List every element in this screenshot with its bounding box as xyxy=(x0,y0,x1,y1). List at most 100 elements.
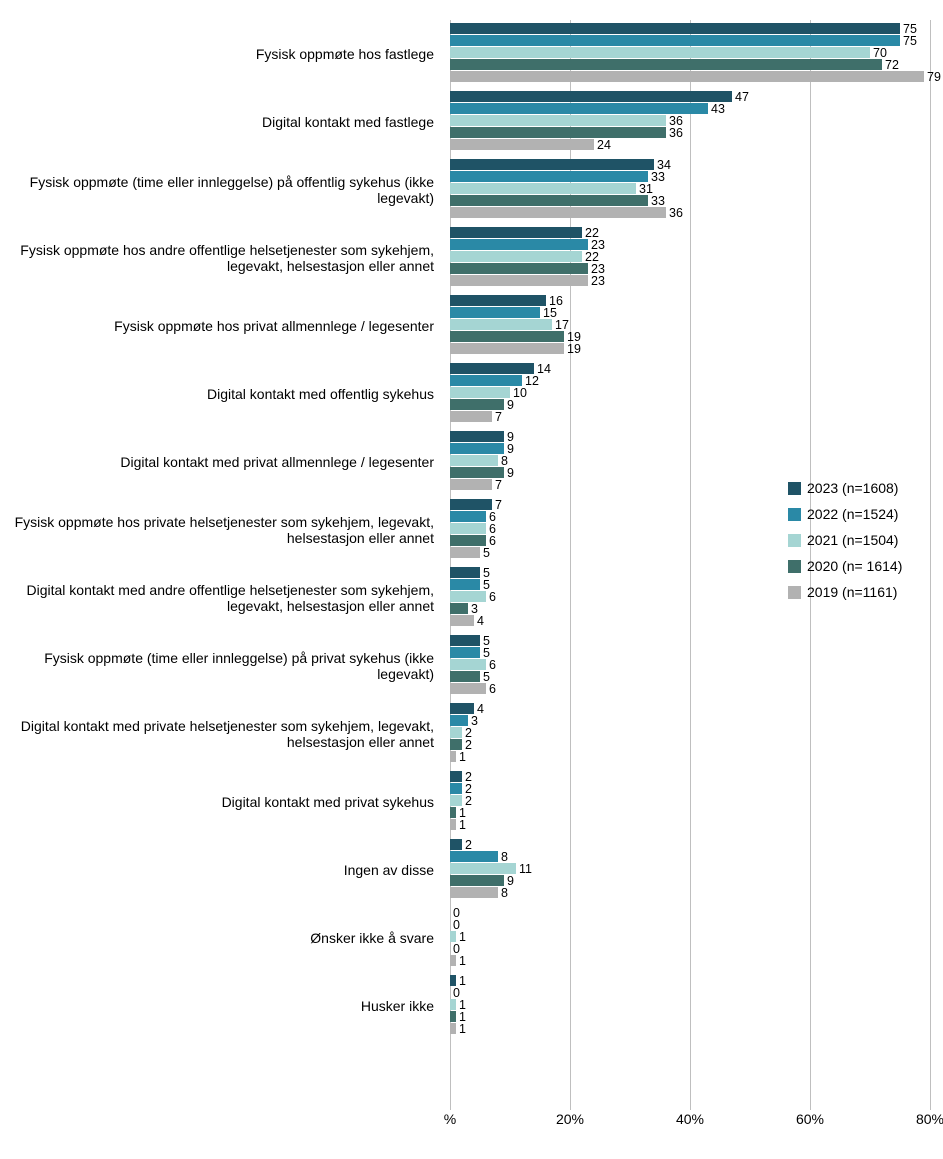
bar-series-2022: 5 xyxy=(450,647,480,658)
bar-row: 0 xyxy=(450,919,930,930)
bar-row: 19 xyxy=(450,343,930,354)
bar-series-2019: 4 xyxy=(450,615,474,626)
bar-series-2023: 34 xyxy=(450,159,654,170)
bar-series-2021: 6 xyxy=(450,659,486,670)
bar-value-label: 6 xyxy=(486,590,496,604)
bar-series-2023: 75 xyxy=(450,23,900,34)
bar-value-label: 4 xyxy=(474,614,484,628)
category-label: Fysisk oppmøte hos andre offentlige hels… xyxy=(10,242,440,274)
bar-value-label: 7 xyxy=(492,478,502,492)
bar-group: 00101 xyxy=(450,907,930,967)
legend-item: 2020 (n= 1614) xyxy=(788,558,933,574)
bar-group: 7575 707279 xyxy=(450,23,930,83)
bar-row: 1 xyxy=(450,807,930,818)
bar-row: 1 xyxy=(450,1023,930,1034)
bar-row: 43 xyxy=(450,103,930,114)
bar-row: 9 xyxy=(450,443,930,454)
bar-series-2019: 19 xyxy=(450,343,564,354)
bar-series-2022: 8 xyxy=(450,851,498,862)
bar-series-2023: 5 xyxy=(450,567,480,578)
bar-series-2019: 36 xyxy=(450,207,666,218)
chart-category: Husker ikke10111 xyxy=(450,972,930,1040)
bar-row: 8 xyxy=(450,851,930,862)
bar-series-2023: 9 xyxy=(450,431,504,442)
legend-swatch xyxy=(788,586,801,599)
bar-value-label: 19 xyxy=(564,342,581,356)
bar-series-2021: 6 xyxy=(450,591,486,602)
bar-row: 6 xyxy=(450,659,930,670)
bar-series-2020: 9 xyxy=(450,467,504,478)
bar-group: 1615171919 xyxy=(450,295,930,355)
bar-value-label: 36 xyxy=(666,126,683,140)
bar-row: 5 xyxy=(450,647,930,658)
x-axis-tick-label: 20% xyxy=(556,1111,584,1127)
bar-row: 1 xyxy=(450,931,930,942)
bar-row: 14 xyxy=(450,363,930,374)
bar-row: 7 xyxy=(450,411,930,422)
bar-series-2020: 36 xyxy=(450,127,666,138)
legend-item: 2023 (n=1608) xyxy=(788,480,933,496)
bar-group: 55656 xyxy=(450,635,930,695)
bar-row: 47 xyxy=(450,91,930,102)
bar-series-2020: 33 xyxy=(450,195,648,206)
bar-row: 12 xyxy=(450,375,930,386)
bar-value-label: 8 xyxy=(498,886,508,900)
bar-row: 24 xyxy=(450,139,930,150)
chart-category: Fysisk oppmøte hos privat allmennlege / … xyxy=(450,292,930,360)
category-label: Digital kontakt med fastlege xyxy=(10,114,440,130)
bar-row: 6 xyxy=(450,683,930,694)
bar-series-2019: 23 xyxy=(450,275,588,286)
chart-category: Fysisk oppmøte hos andre offentlige hels… xyxy=(450,224,930,292)
chart-category: Ingen av disse281198 xyxy=(450,836,930,904)
bar-group: 2223222323 xyxy=(450,227,930,287)
bar-row: 36 xyxy=(450,207,930,218)
bar-value-label: 8 xyxy=(498,850,508,864)
bar-row: 5 xyxy=(450,635,930,646)
bar-group: 3433313336 xyxy=(450,159,930,219)
bar-series-2022: 33 xyxy=(450,171,648,182)
category-label: Digital kontakt med privat allmennlege /… xyxy=(10,454,440,470)
bar-series-2022: 23 xyxy=(450,239,588,250)
bar-row: 79 xyxy=(450,71,930,82)
bar-series-2020: 6 xyxy=(450,535,486,546)
chart-category: Digital kontakt med private helsetjenest… xyxy=(450,700,930,768)
category-label: Ingen av disse xyxy=(10,862,440,878)
bar-value-label: 5 xyxy=(480,546,490,560)
legend-label: 2022 (n=1524) xyxy=(807,506,898,522)
category-label: Digital kontakt med andre offentlige hel… xyxy=(10,582,440,614)
bar-row: 1 xyxy=(450,999,930,1010)
bar-value-label: 75 xyxy=(900,34,917,48)
legend-swatch xyxy=(788,560,801,573)
bar-row: 36 xyxy=(450,127,930,138)
bar-series-2021: 70 xyxy=(450,47,870,58)
bar-row: 8 xyxy=(450,455,930,466)
legend-item: 2022 (n=1524) xyxy=(788,506,933,522)
bar-series-2023: 7 xyxy=(450,499,492,510)
bar-group: 4743363624 xyxy=(450,91,930,151)
category-label: Fysisk oppmøte hos private helsetjeneste… xyxy=(10,514,440,546)
legend-swatch xyxy=(788,508,801,521)
category-label: Digital kontakt med offentlig sykehus xyxy=(10,386,440,402)
bar-row: 2 xyxy=(450,839,930,850)
bar-series-2023: 14 xyxy=(450,363,534,374)
legend-label: 2020 (n= 1614) xyxy=(807,558,902,574)
bar-row: 4 xyxy=(450,703,930,714)
bar-series-2020: 1 xyxy=(450,1011,456,1022)
bar-series-2023: 5 xyxy=(450,635,480,646)
bar-value-label: 36 xyxy=(666,206,683,220)
x-axis-tick-label: % xyxy=(444,1111,456,1127)
bar-row: 1 xyxy=(450,975,930,986)
chart-category: Fysisk oppmøte hos fastlege7575707279 xyxy=(450,20,930,88)
category-label: Fysisk oppmøte (time eller innleggelse) … xyxy=(10,174,440,206)
bar-row: 70 xyxy=(450,47,930,58)
bar-series-2021: 36 xyxy=(450,115,666,126)
bar-row: 1 xyxy=(450,955,930,966)
bar-series-2021: 31 xyxy=(450,183,636,194)
bar-row: 72 xyxy=(450,59,930,70)
bar-row: 8 xyxy=(450,887,930,898)
bar-series-2023: 2 xyxy=(450,839,462,850)
bar-row: 15 xyxy=(450,307,930,318)
bar-series-2021: 11 xyxy=(450,863,516,874)
bar-series-2022: 5 xyxy=(450,579,480,590)
bar-series-2020: 23 xyxy=(450,263,588,274)
